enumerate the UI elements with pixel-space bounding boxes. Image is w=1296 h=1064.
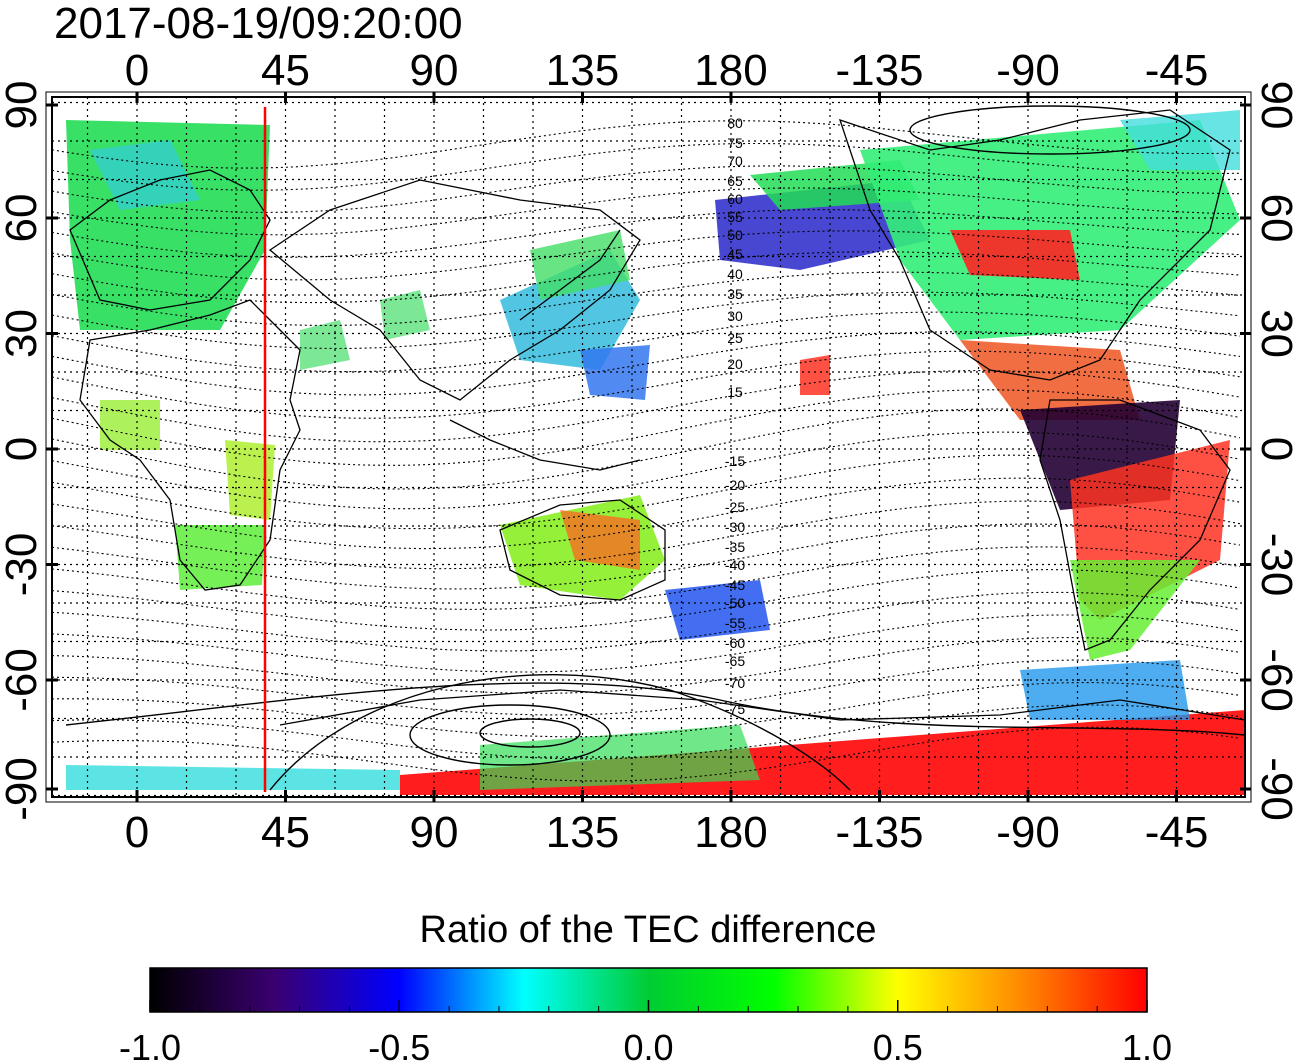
contour-label: 30 xyxy=(727,308,743,324)
map-frame xyxy=(51,96,1246,798)
colorbar-tick-label: 1.0 xyxy=(1122,1027,1172,1064)
contour-label: -30 xyxy=(725,519,745,535)
contour-label: -40 xyxy=(725,557,745,573)
plot-area xyxy=(52,97,1245,797)
contour-label: 80 xyxy=(727,115,743,131)
colorbar-tick-label: 0.5 xyxy=(873,1027,923,1064)
outer-frame xyxy=(45,91,1252,803)
top-lon-tick-label: 180 xyxy=(694,46,767,95)
contour-label: 70 xyxy=(727,153,743,169)
left-latitude-axis: 90 60 30 0 -30 -60 -90 xyxy=(0,81,58,821)
contour-label: 55 xyxy=(727,209,743,225)
top-lon-tick-label: -90 xyxy=(996,46,1060,95)
colorbar-tick-label: 0.0 xyxy=(623,1027,673,1064)
colorbar: -1.0 -0.5 0.0 0.5 1.0 xyxy=(119,967,1172,1064)
top-lon-tick-label: 135 xyxy=(546,46,619,95)
lat-lon-grid xyxy=(52,97,1245,797)
contour-label: -20 xyxy=(725,477,745,493)
left-lat-tick-label: 30 xyxy=(0,309,46,358)
contour-label: -35 xyxy=(725,539,745,555)
left-lat-tick-label: 0 xyxy=(0,437,46,461)
top-lon-tick-label: 90 xyxy=(410,46,459,95)
top-lon-tick-label: -45 xyxy=(1145,46,1209,95)
contour-label: -55 xyxy=(725,615,745,631)
tec-data-field xyxy=(66,110,1245,795)
bottom-lon-tick-label: 45 xyxy=(261,808,310,857)
bottom-lon-tick-label: 135 xyxy=(546,808,619,857)
bottom-lon-tick-label: 90 xyxy=(410,808,459,857)
contour-label: 35 xyxy=(727,286,743,302)
contour-label: -45 xyxy=(725,577,745,593)
right-lat-tick-label: -90 xyxy=(1252,757,1296,821)
colorbar-title: Ratio of the TEC difference xyxy=(419,909,877,951)
right-lat-tick-label: 90 xyxy=(1252,81,1296,130)
bottom-lon-tick-label: 180 xyxy=(694,808,767,857)
bottom-longitude-axis: 0 45 90 135 180 -135 -90 -45 xyxy=(125,790,1209,857)
contour-label: -60 xyxy=(725,635,745,651)
contour-label: 40 xyxy=(727,266,743,282)
contour-label: -50 xyxy=(725,595,745,611)
top-longitude-axis: 0 45 90 135 180 -135 -90 -45 xyxy=(125,46,1209,103)
bottom-lon-tick-label: -90 xyxy=(996,808,1060,857)
top-lon-tick-label: -135 xyxy=(835,46,923,95)
left-lat-tick-label: -90 xyxy=(0,757,46,821)
colorbar-tick-label: -1.0 xyxy=(119,1027,181,1064)
contour-label: -15 xyxy=(725,453,745,469)
right-lat-tick-label: 60 xyxy=(1252,194,1296,243)
contour-label: -65 xyxy=(725,653,745,669)
contour-labels: 80 75 70 65 60 55 50 45 40 35 30 25 20 15 -15 -20 -25 -30… xyxy=(725,115,745,717)
top-lon-tick-label: 45 xyxy=(261,46,310,95)
right-lat-tick-label: -30 xyxy=(1252,533,1296,597)
right-lat-tick-label: 0 xyxy=(1252,437,1296,461)
right-lat-tick-label: -60 xyxy=(1252,648,1296,712)
timestamp-title: 2017-08-19/09:20:00 xyxy=(54,0,463,48)
bottom-lon-tick-label: -135 xyxy=(835,808,923,857)
bottom-lon-tick-label: 0 xyxy=(125,808,149,857)
right-lat-tick-label: 30 xyxy=(1252,309,1296,358)
contour-label: -75 xyxy=(725,701,745,717)
magnetic-latitude-contours xyxy=(52,120,1241,782)
left-lat-tick-label: 90 xyxy=(0,81,46,130)
contour-label: 50 xyxy=(727,227,743,243)
right-latitude-axis: 90 60 30 0 -30 -60 -90 xyxy=(1240,81,1296,821)
contour-label: 15 xyxy=(727,384,743,400)
colorbar-tick-label: -0.5 xyxy=(368,1027,430,1064)
left-lat-tick-label: -60 xyxy=(0,648,46,712)
left-lat-tick-label: 60 xyxy=(0,194,46,243)
contour-label: 20 xyxy=(727,356,743,372)
contour-label: -25 xyxy=(725,499,745,515)
bottom-lon-tick-label: -45 xyxy=(1145,808,1209,857)
southern-polar-contours xyxy=(65,105,1245,791)
contour-label: 60 xyxy=(727,191,743,207)
top-lon-tick-label: 0 xyxy=(125,46,149,95)
contour-label: 45 xyxy=(727,246,743,262)
contour-label: 65 xyxy=(727,173,743,189)
left-lat-tick-label: -30 xyxy=(0,533,46,597)
contour-label: 75 xyxy=(727,135,743,151)
contour-label: -70 xyxy=(725,675,745,691)
contour-label: 25 xyxy=(727,330,743,346)
coastlines xyxy=(69,109,1245,726)
